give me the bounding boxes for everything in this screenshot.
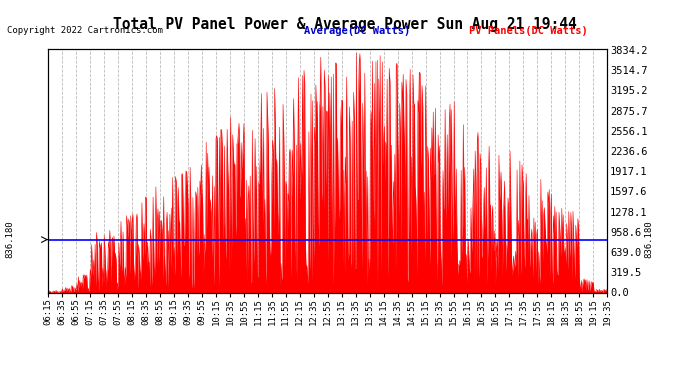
Text: 836.180: 836.180 bbox=[644, 221, 653, 258]
Text: PV Panels(DC Watts): PV Panels(DC Watts) bbox=[469, 26, 588, 36]
Text: Total PV Panel Power & Average Power Sun Aug 21 19:44: Total PV Panel Power & Average Power Sun… bbox=[113, 17, 577, 32]
Text: Average(DC Watts): Average(DC Watts) bbox=[304, 26, 410, 36]
Text: 836.180: 836.180 bbox=[6, 221, 15, 258]
Text: Copyright 2022 Cartronics.com: Copyright 2022 Cartronics.com bbox=[7, 26, 163, 35]
